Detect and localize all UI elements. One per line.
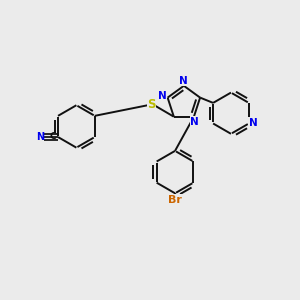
Text: N: N bbox=[190, 117, 199, 127]
Text: N: N bbox=[158, 91, 167, 101]
Text: N: N bbox=[179, 76, 188, 85]
Text: N: N bbox=[36, 132, 44, 142]
Text: S: S bbox=[147, 98, 156, 111]
Text: Br: Br bbox=[168, 195, 182, 205]
Text: N: N bbox=[249, 118, 257, 128]
Text: C: C bbox=[50, 132, 56, 141]
